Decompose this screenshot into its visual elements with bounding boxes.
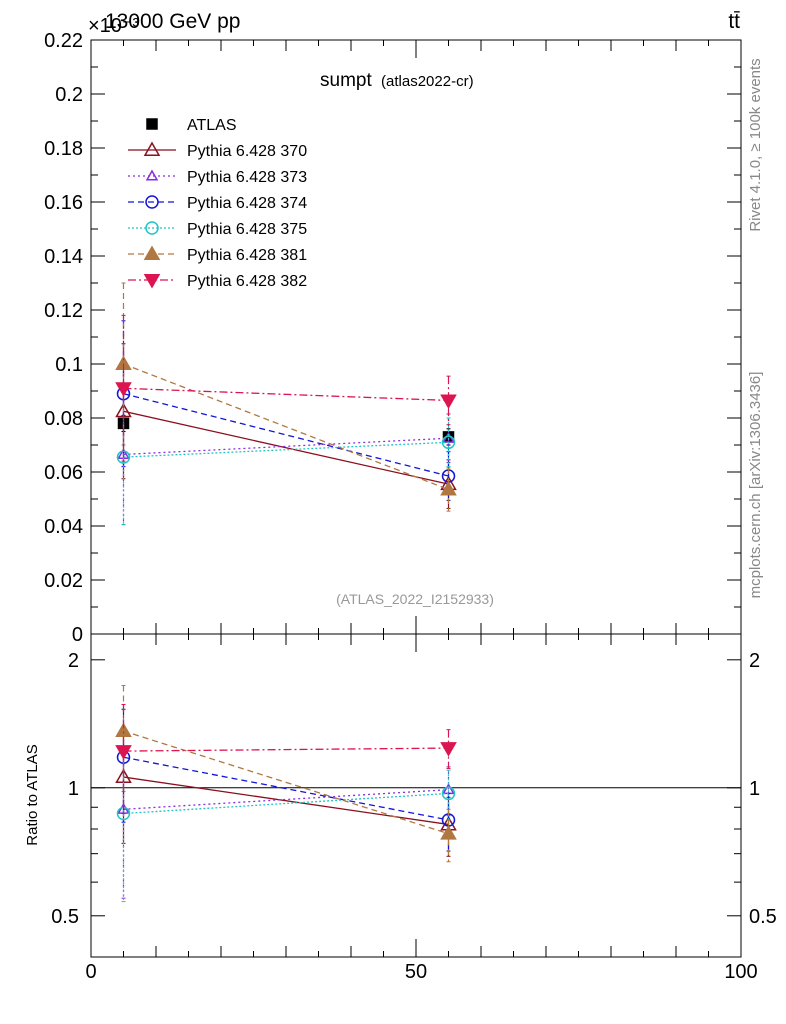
main-series-line — [123, 363, 449, 491]
legend-label: ATLAS — [187, 117, 237, 134]
legend-label: Pythia 6.428 382 — [187, 273, 307, 290]
ratio-plot-frame: 0 50 100 0.5 0.5 1 1 2 2 — [51, 633, 777, 983]
legend-label: Pythia 6.428 381 — [187, 247, 307, 264]
main-y-tick-label: 0.08 — [44, 408, 83, 430]
legend-entry: Pythia 6.428 381 — [128, 245, 307, 264]
legend-label: Pythia 6.428 374 — [187, 195, 307, 212]
legend-marker — [143, 245, 161, 260]
legend-entry: Pythia 6.428 373 — [128, 169, 307, 186]
legend-marker — [145, 195, 159, 209]
x-tick-label: 0 — [85, 961, 96, 983]
ratio-y-tick-label-right: 2 — [749, 650, 760, 672]
ratio-data-point — [440, 742, 457, 757]
main-series-line — [123, 441, 449, 458]
main-data-point — [441, 435, 456, 450]
ratio-series-line — [123, 730, 449, 835]
x-tick-label: 50 — [405, 961, 427, 983]
ratio-series-1 — [117, 749, 455, 899]
analysis-label: (ATLAS_2022_I2152933) — [336, 591, 494, 607]
data-marks — [115, 282, 457, 903]
plot-title-sub: (atlas2022-cr) — [381, 73, 474, 90]
main-y-tick-label: 0.16 — [44, 192, 83, 214]
ratio-y-axis-label: Ratio to ATLAS — [24, 744, 41, 845]
legend-marker — [146, 118, 158, 130]
plot-title-main: sumpt — [320, 70, 372, 91]
main-y-tick-label: 0.12 — [44, 300, 83, 322]
ratio-y-tick-label-right: 1 — [749, 778, 760, 800]
ratio-series-line — [123, 776, 449, 826]
legend-label: Pythia 6.428 375 — [187, 221, 307, 238]
main-y-tick-label: 0 — [72, 624, 83, 646]
ratio-series-4 — [115, 685, 457, 863]
ratio-y-tick-label: 1 — [68, 778, 79, 800]
process-label: tt̄ — [728, 10, 740, 33]
mcplots-reference-label: mcplots.cern.ch [arXiv:1306.3436] — [747, 372, 764, 599]
plot-title: sumpt (atlas2022-cr) — [320, 70, 474, 91]
main-series-5 — [115, 282, 457, 512]
ratio-data-point — [115, 745, 132, 760]
ratio-series-line — [123, 789, 449, 810]
legend-marker — [145, 169, 159, 181]
ratio-data-point — [440, 825, 457, 840]
ratio-series-5 — [115, 704, 457, 815]
ratio-series-3 — [116, 753, 456, 903]
main-series-line — [123, 410, 449, 485]
main-y-tick-label: 0.06 — [44, 462, 83, 484]
legend-label: Pythia 6.428 370 — [187, 143, 307, 160]
legend-entry: Pythia 6.428 374 — [128, 195, 307, 212]
legend-marker — [145, 221, 159, 235]
main-series-3 — [116, 320, 456, 501]
legend-marker — [143, 274, 161, 289]
legend-marker — [143, 141, 161, 156]
legend-entry: Pythia 6.428 382 — [128, 273, 307, 290]
ratio-data-point — [441, 786, 456, 801]
main-data-point — [440, 394, 457, 409]
main-series-line — [123, 387, 449, 402]
energy-label: 13000 GeV pp — [105, 10, 240, 33]
main-y-tick-label: 0.22 — [44, 30, 83, 52]
ratio-data-point — [115, 722, 132, 738]
main-y-tick-label: 0.04 — [44, 516, 83, 538]
legend-entry: Pythia 6.428 375 — [128, 221, 307, 238]
legend-entry: Pythia 6.428 370 — [128, 141, 307, 160]
ratio-series-2 — [116, 708, 456, 852]
y-axis-exponent: ×10⁻³ — [88, 15, 139, 37]
ratio-y-tick-label-right: 0.5 — [749, 906, 777, 928]
main-series-line — [123, 393, 449, 477]
ratio-y-tick-label: 0.5 — [51, 906, 79, 928]
main-y-tick-label: 0.02 — [44, 570, 83, 592]
main-y-tick-label: 0.2 — [55, 84, 83, 106]
ratio-y-tick-label: 2 — [68, 650, 79, 672]
main-y-tick-label: 0.14 — [44, 246, 83, 268]
main-series-6 — [115, 314, 457, 462]
main-data-point — [440, 481, 457, 496]
ratio-series-line — [123, 756, 449, 821]
main-series-line — [123, 437, 449, 456]
legend-entry: ATLAS — [146, 117, 237, 134]
ratio-series-line — [123, 747, 449, 752]
main-series-4 — [116, 389, 456, 526]
rivet-version-label: Rivet 4.1.0, ≥ 100k events — [747, 58, 764, 231]
legend: ATLAS Pythia 6.428 370 Pythia 6.428 373 Pyt… — [128, 117, 307, 290]
x-tick-label: 100 — [724, 961, 757, 983]
main-y-tick-label: 0.1 — [55, 354, 83, 376]
main-data-point — [115, 382, 132, 397]
legend-label: Pythia 6.428 373 — [187, 169, 307, 186]
main-y-tick-label: 0.18 — [44, 138, 83, 160]
